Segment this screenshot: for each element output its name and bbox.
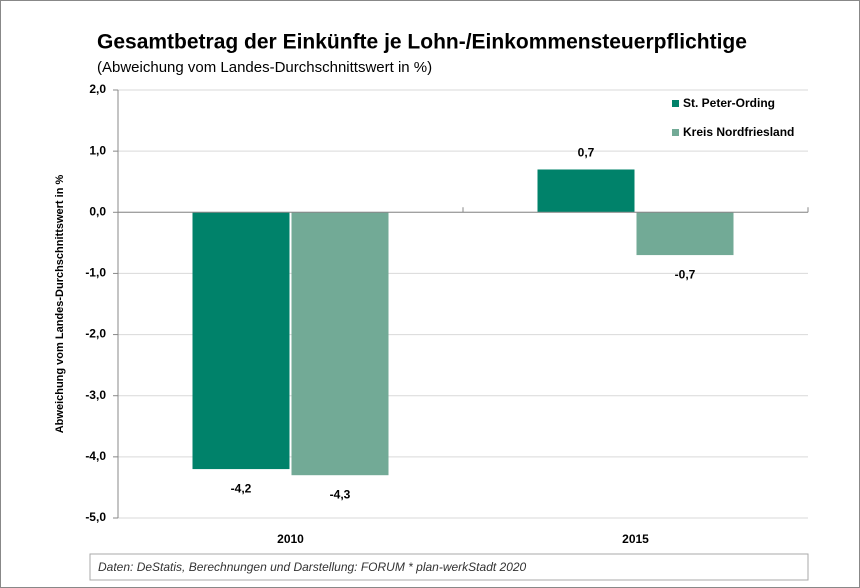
x-tick-label: 2010 bbox=[277, 532, 304, 546]
x-tick-label: 2015 bbox=[622, 532, 649, 546]
chart-subtitle: (Abweichung vom Landes-Durchschnittswert… bbox=[97, 59, 432, 76]
value-label: -0,7 bbox=[675, 267, 696, 281]
value-label: -4,2 bbox=[231, 481, 252, 495]
value-label: 0,7 bbox=[578, 146, 595, 160]
y-tick-label: -1,0 bbox=[85, 266, 106, 280]
value-label: -4,3 bbox=[330, 487, 351, 501]
chart-title: Gesamtbetrag der Einkünfte je Lohn-/Eink… bbox=[97, 31, 747, 54]
legend-label: St. Peter-Ording bbox=[683, 96, 775, 110]
y-tick-label: 2,0 bbox=[89, 82, 106, 96]
bar bbox=[537, 169, 635, 213]
bar bbox=[192, 212, 290, 470]
y-tick-label: -2,0 bbox=[85, 327, 106, 341]
y-tick-label: 1,0 bbox=[89, 143, 106, 157]
source: Daten: DeStatis, Berechnungen und Darste… bbox=[98, 560, 527, 574]
legend-swatch bbox=[672, 129, 679, 136]
y-tick-label: 0,0 bbox=[89, 204, 106, 218]
bar bbox=[636, 212, 734, 256]
source-box bbox=[89, 553, 809, 581]
bar bbox=[291, 212, 389, 476]
y-tick-label: -4,0 bbox=[85, 449, 106, 463]
y-axis-label: Abweichung vom Landes-Durchschnittswert … bbox=[54, 175, 66, 434]
legend-label: Kreis Nordfriesland bbox=[683, 125, 794, 139]
y-tick-label: -5,0 bbox=[85, 510, 106, 524]
legend-swatch bbox=[672, 100, 679, 107]
y-tick-label: -3,0 bbox=[85, 388, 106, 402]
